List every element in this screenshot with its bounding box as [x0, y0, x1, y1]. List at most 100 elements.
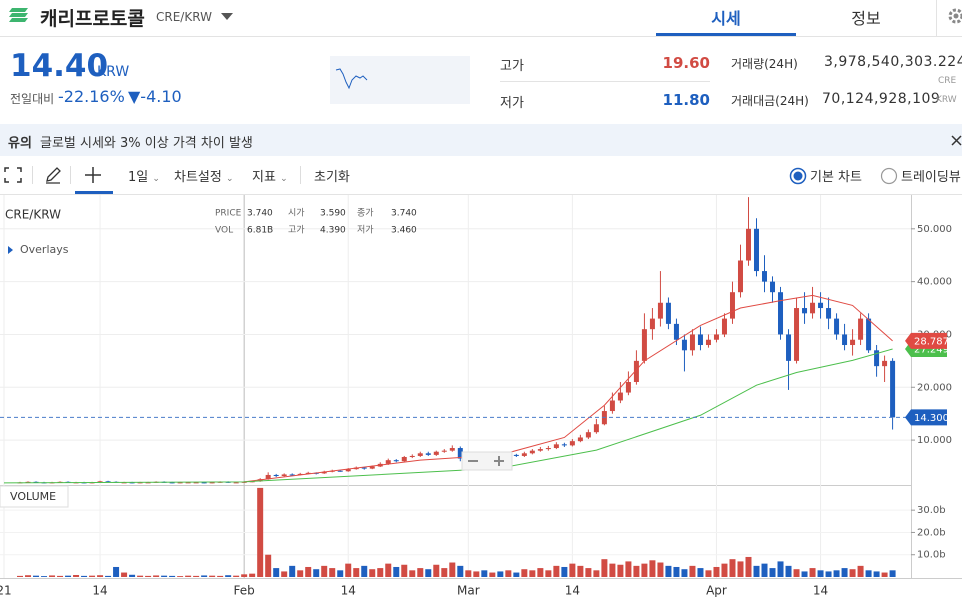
candle-body — [778, 292, 784, 335]
volume-label: 거래량(24H) — [731, 57, 798, 71]
amount-value: 70,124,928,109 — [822, 91, 941, 107]
basic-chart-label[interactable]: 기본 차트 — [810, 170, 862, 185]
volume-bar — [73, 574, 80, 577]
volume-bar — [369, 569, 376, 577]
change-label: 전일대비 — [10, 92, 55, 106]
reset-button[interactable]: 초기화 — [314, 170, 350, 185]
candle-body — [585, 432, 591, 438]
volume-bar — [161, 575, 168, 577]
volume-bar — [201, 575, 208, 577]
candle-body — [337, 470, 343, 472]
candle-body — [201, 482, 207, 484]
volume-bar — [777, 561, 784, 577]
low-value: 11.80 — [662, 91, 710, 109]
fullscreen-icon[interactable] — [4, 167, 22, 183]
candle-body — [177, 482, 183, 484]
volume-bar — [433, 564, 440, 577]
overlays-label: Overlays — [20, 243, 69, 256]
candle-body — [625, 381, 631, 393]
volume-bar — [633, 565, 640, 577]
candle-body — [842, 334, 848, 346]
radio[interactable] — [880, 167, 898, 185]
volume-bar — [585, 568, 592, 577]
interval-button[interactable]: 1일 ⌄ — [128, 170, 160, 185]
candle-body — [810, 302, 816, 314]
settings-icon[interactable] — [946, 6, 962, 26]
volume-bar — [273, 568, 280, 577]
high-label: 고가 — [500, 59, 524, 74]
crosshair-icon[interactable] — [84, 166, 102, 184]
header: 캐리프로토콜 CRE/KRW 시세 정보 — [0, 0, 962, 37]
volume-bar — [801, 571, 808, 577]
candle-body — [673, 323, 679, 340]
draw-icon[interactable] — [44, 166, 62, 184]
low-label: 저가 — [500, 96, 524, 111]
volume-bar — [169, 575, 176, 577]
candle-body — [289, 474, 295, 476]
candle-body — [721, 318, 727, 335]
volume-bar — [609, 563, 616, 577]
volume-bar — [593, 570, 600, 577]
chart-settings-label: 차트설정 — [174, 170, 222, 185]
volume-bar — [345, 563, 352, 577]
volume-bar — [233, 575, 240, 577]
volume-bar — [225, 575, 232, 577]
volume-bar — [713, 566, 720, 577]
x-tick-label: 14 — [813, 584, 828, 598]
toolbar: 1일 ⌄ 차트설정 ⌄ 지표 ⌄ 초기화 기본 차트 트레이딩뷰 — [0, 157, 962, 195]
volume-bar — [89, 575, 96, 577]
volume-bar — [817, 570, 824, 577]
indicators-button[interactable]: 지표 ⌄ — [252, 170, 288, 185]
volume-label: VOLUME — [10, 490, 56, 503]
volume-bar — [81, 575, 88, 577]
coin-name: 캐리프로토콜 — [40, 8, 145, 30]
volume-bar — [265, 554, 272, 577]
volume-bar — [249, 573, 256, 577]
volume-bar — [217, 575, 224, 577]
volume-bar — [481, 570, 488, 577]
candle-body — [561, 444, 567, 446]
volume-bar — [753, 565, 760, 577]
candle-body — [129, 482, 135, 484]
candle-body — [97, 481, 103, 483]
volume-bar — [513, 572, 520, 577]
volume-bar — [625, 561, 632, 577]
candle-body — [617, 392, 623, 401]
tradingview-label[interactable]: 트레이딩뷰 — [901, 170, 961, 185]
info-value: 6.81B — [247, 226, 273, 236]
volume-bar — [505, 570, 512, 577]
close-icon[interactable] — [950, 134, 962, 146]
volume-bar — [465, 570, 472, 577]
volume-bar — [425, 569, 432, 577]
volume-bar — [33, 575, 40, 577]
candle-body — [681, 339, 687, 351]
zoom-control[interactable] — [461, 451, 513, 471]
candle-body — [145, 482, 151, 484]
tab[interactable]: 정보 — [851, 9, 881, 28]
radio-checked[interactable] — [789, 167, 807, 185]
volume-bar — [841, 568, 848, 577]
tab-active[interactable]: 시세 — [711, 9, 741, 28]
candle-body — [529, 450, 535, 454]
volume-bar — [313, 569, 320, 577]
candle-body — [233, 482, 239, 484]
volume-bar — [145, 575, 152, 577]
dropdown-caret[interactable] — [220, 12, 234, 22]
info-label: 종가 — [357, 208, 374, 219]
volume-bar — [641, 563, 648, 577]
notice-text: 글로벌 시세와 3% 이상 가격 차이 발생 — [40, 136, 253, 151]
volume-bar — [305, 566, 312, 577]
volume-bar — [25, 575, 32, 577]
candle-body — [553, 444, 559, 449]
interval-label: 1일 — [128, 170, 149, 185]
volume-bar — [57, 575, 64, 577]
x-tick-label: 21 — [0, 584, 12, 598]
candle-body — [545, 448, 551, 450]
volume-bar — [177, 576, 184, 577]
volume-bar — [321, 565, 328, 577]
candle-body — [641, 329, 647, 361]
chart-settings-button[interactable]: 차트설정 ⌄ — [174, 170, 234, 185]
price-tag-label: 27.249 — [914, 344, 949, 355]
volume-bar — [393, 566, 400, 577]
price-tag-label: 14.300 — [914, 413, 949, 424]
